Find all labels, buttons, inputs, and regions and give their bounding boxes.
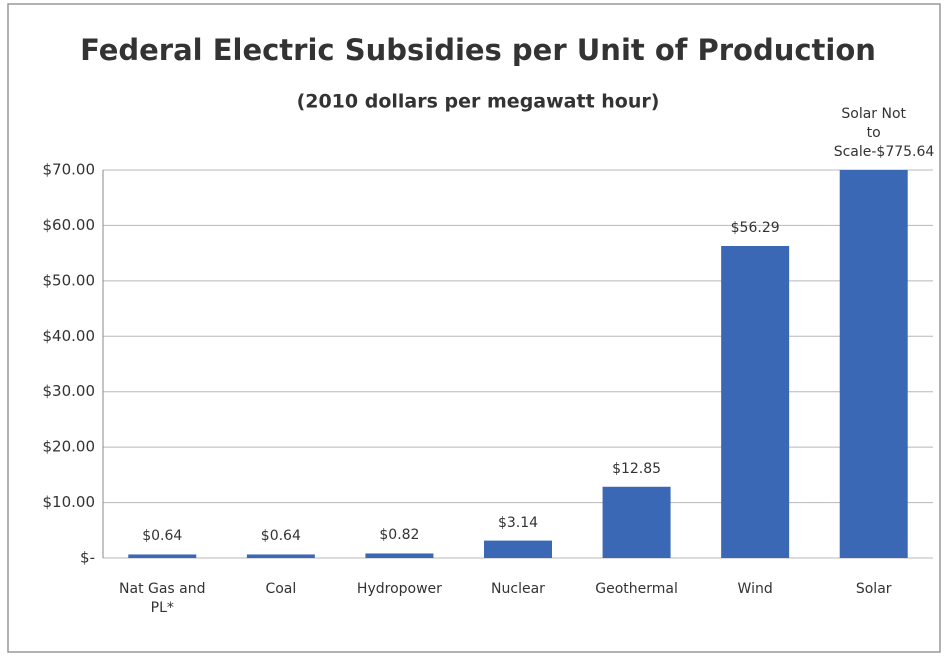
y-tick-label: $30.00 <box>43 382 96 400</box>
value-label: Solar Not to Scale-$775.64 <box>833 106 935 160</box>
y-tick-label: $40.00 <box>43 327 96 345</box>
chart-subtitle: (2010 dollars per megawatt hour) <box>297 91 660 113</box>
x-tick-label: Wind <box>737 581 773 597</box>
x-tick-label: Nuclear <box>491 581 545 597</box>
x-tick-label: Hydropower <box>356 581 442 597</box>
x-tick-label: Coal <box>265 581 297 597</box>
y-tick-label: $50.00 <box>43 271 96 289</box>
value-label: $0.82 <box>379 527 420 544</box>
y-tick-label: $60.00 <box>43 216 96 234</box>
x-tick-label: Solar <box>855 581 892 597</box>
y-tick-label: $10.00 <box>43 493 96 511</box>
y-tick-label: $70.00 <box>43 161 96 179</box>
value-label: $3.14 <box>497 514 539 531</box>
value-label: $0.64 <box>142 528 183 545</box>
bar <box>128 554 197 558</box>
chart-title: Federal Electric Subsidies per Unit of P… <box>80 33 876 67</box>
chart-border <box>7 3 941 653</box>
bar <box>602 486 671 558</box>
x-tick-label: Nat Gas and PL* <box>119 581 206 616</box>
bar <box>721 245 790 558</box>
bar <box>484 540 552 558</box>
value-label: $0.64 <box>260 528 301 545</box>
bar <box>365 553 434 558</box>
bar <box>839 170 908 558</box>
y-tick-label: $- <box>80 549 95 567</box>
value-label: $56.29 <box>730 219 780 236</box>
bar <box>246 554 315 558</box>
y-tick-label: $20.00 <box>43 438 96 456</box>
x-tick-label: Geothermal <box>595 581 678 597</box>
value-label: $12.85 <box>612 460 662 477</box>
